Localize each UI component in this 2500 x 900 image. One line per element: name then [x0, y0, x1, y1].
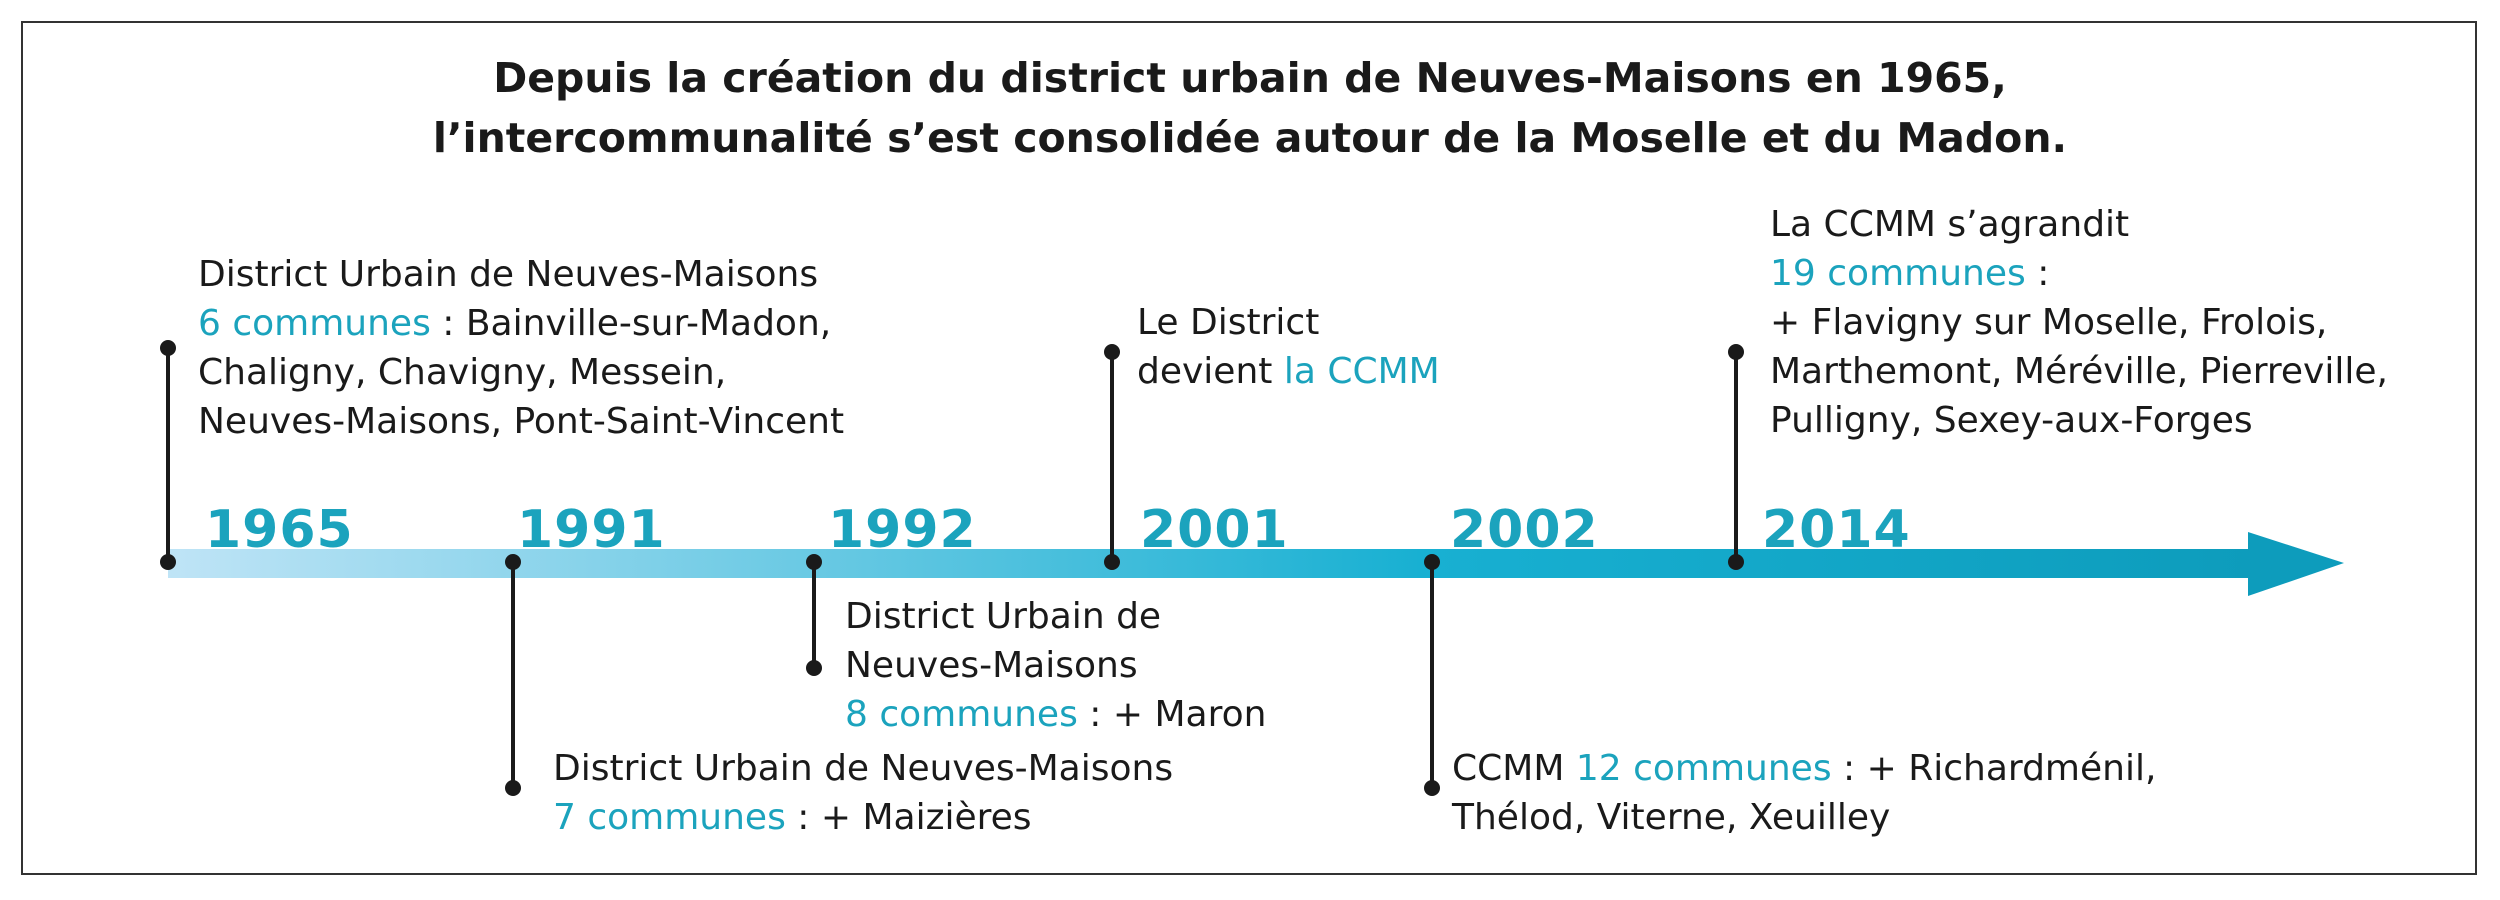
dot-2014-top: [1728, 344, 1744, 360]
event-2002-communes: 12 communes: [1575, 748, 1832, 789]
event-1991-line-1: District Urbain de Neuves-Maisons: [553, 748, 1174, 789]
dot-2002-axis: [1424, 554, 1440, 570]
event-2001-ccmm: la CCMM: [1283, 351, 1440, 392]
event-1965: District Urbain de Neuves-Maisons 6 comm…: [198, 250, 844, 446]
dot-2001-axis: [1104, 554, 1120, 570]
event-2001: Le District devient la CCMM: [1137, 298, 1440, 396]
event-2014-line-3: + Flavigny sur Moselle, Frolois,: [1770, 302, 2328, 343]
event-2001-line-2: devient la CCMM: [1137, 347, 1440, 396]
event-1965-communes: 6 communes: [198, 303, 431, 344]
dot-1965-axis: [160, 554, 176, 570]
event-1992-line-1: District Urbain de: [845, 596, 1162, 637]
event-1992-line-2: Neuves-Maisons: [845, 645, 1138, 686]
dot-1992-bottom: [806, 660, 822, 676]
event-2002-line-2: Thélod, Viterne, Xeuilley: [1452, 797, 1891, 838]
timeline-arrow-head: [2248, 532, 2344, 596]
dot-1965-top: [160, 340, 176, 356]
event-2014-line-5: Pulligny, Sexey-aux-Forges: [1770, 400, 2253, 441]
event-1991-line-2: 7 communes : + Maizières: [553, 793, 1173, 842]
year-label-2014: 2014: [1762, 500, 1911, 560]
event-2002: CCMM 12 communes : + Richardménil, Thélo…: [1452, 744, 2156, 842]
dot-1992-axis: [806, 554, 822, 570]
year-label-2001: 2001: [1140, 500, 1289, 560]
year-label-2002: 2002: [1450, 500, 1599, 560]
year-label-1965: 1965: [205, 500, 354, 560]
dot-1991-axis: [505, 554, 521, 570]
event-1991-line-2-rest: : + Maizières: [785, 797, 1032, 838]
diagram-frame: [21, 21, 2477, 875]
event-1991: District Urbain de Neuves-Maisons 7 comm…: [553, 744, 1173, 842]
event-1992-communes: 8 communes: [845, 694, 1078, 735]
event-2014-line-2-rest: :: [2025, 253, 2050, 294]
title-line-1: Depuis la création du district urbain de…: [493, 54, 2007, 102]
dot-2014-axis: [1728, 554, 1744, 570]
event-1991-communes: 7 communes: [553, 797, 786, 838]
event-2014-line-1: La CCMM s’agrandit: [1770, 204, 2130, 245]
event-1965-line-1: District Urbain de Neuves-Maisons: [198, 254, 819, 295]
event-2002-line-1-rest: : + Richardménil,: [1831, 748, 2157, 789]
dot-1991-bottom: [505, 780, 521, 796]
year-label-1992: 1992: [828, 500, 977, 560]
dot-2002-bottom: [1424, 780, 1440, 796]
event-2014-communes: 19 communes: [1770, 253, 2026, 294]
dot-2001-top: [1104, 344, 1120, 360]
event-2002-line-1: CCMM 12 communes : + Richardménil,: [1452, 744, 2156, 793]
event-1965-line-3: Chaligny, Chavigny, Messein,: [198, 352, 727, 393]
title-line-2: l’intercommunalité s’est consolidée auto…: [432, 114, 2068, 162]
event-2001-line-2-text: devient: [1137, 351, 1284, 392]
event-1992-line-3: 8 communes : + Maron: [845, 690, 1266, 739]
event-1992-line-3-rest: : + Maron: [1077, 694, 1267, 735]
event-1965-line-2: 6 communes : Bainville-sur-Madon,: [198, 299, 844, 348]
event-2014-line-4: Marthemont, Méréville, Pierreville,: [1770, 351, 2388, 392]
event-2014: La CCMM s’agrandit 19 communes : + Flavi…: [1770, 200, 2388, 445]
event-2014-line-2: 19 communes :: [1770, 249, 2388, 298]
year-label-1991: 1991: [517, 500, 666, 560]
event-1965-line-2-rest: : Bainville-sur-Madon,: [430, 303, 832, 344]
event-2002-line-1-text: CCMM: [1452, 748, 1576, 789]
event-1965-line-4: Neuves-Maisons, Pont-Saint-Vincent: [198, 401, 845, 442]
event-2001-line-1: Le District: [1137, 302, 1320, 343]
event-1992: District Urbain de Neuves-Maisons 8 comm…: [845, 592, 1266, 739]
